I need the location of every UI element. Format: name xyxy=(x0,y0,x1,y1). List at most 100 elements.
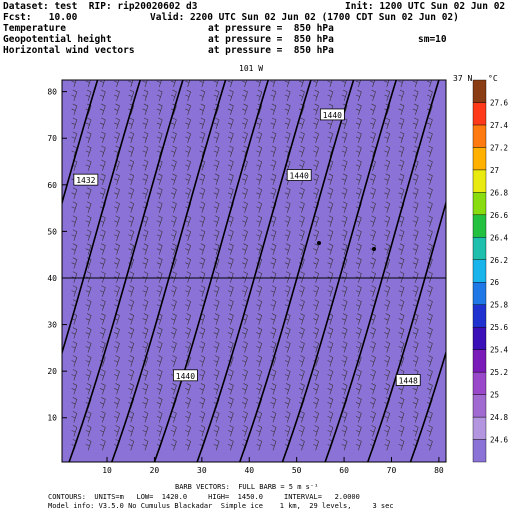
wind-barb xyxy=(313,89,319,102)
wind-barb xyxy=(99,285,106,297)
y-tick-label: 60 xyxy=(47,181,57,190)
wind-barb xyxy=(256,383,263,395)
wind-barb xyxy=(426,215,433,227)
wind-barb xyxy=(156,369,163,381)
wind-barb xyxy=(227,187,234,199)
wind-barb xyxy=(142,173,149,185)
wind-barb xyxy=(256,313,263,325)
wind-barb xyxy=(270,327,277,339)
wind-barb xyxy=(327,425,334,437)
wind-barb xyxy=(185,131,191,143)
wind-barb xyxy=(242,425,248,437)
wind-barb xyxy=(355,173,362,185)
wind-barb xyxy=(284,243,291,255)
colorbar-tick-label: 25.8 xyxy=(490,301,509,310)
wind-barb xyxy=(384,187,391,199)
wind-barb xyxy=(71,131,78,143)
wind-barb xyxy=(170,341,177,353)
wind-barb xyxy=(213,355,220,367)
wind-barb xyxy=(327,80,333,88)
wind-barb xyxy=(142,229,149,241)
wind-barb xyxy=(242,369,248,381)
wind-barb xyxy=(256,215,263,227)
wind-barb xyxy=(185,215,191,227)
wind-barb xyxy=(256,285,263,297)
wind-barb xyxy=(227,103,234,116)
wind-barb xyxy=(270,103,277,116)
wind-barb xyxy=(185,145,191,157)
wind-barb xyxy=(412,411,419,423)
wind-barb xyxy=(284,383,291,395)
wind-barb xyxy=(270,89,277,102)
colorbar-segment xyxy=(472,214,487,238)
wind-barb xyxy=(412,425,419,437)
wind-barb xyxy=(398,215,405,227)
wind-barb xyxy=(242,411,248,423)
wind-barb xyxy=(156,80,162,88)
wind-barb xyxy=(370,173,376,185)
wind-barb xyxy=(170,159,177,171)
wind-barb xyxy=(384,173,391,185)
wind-barb xyxy=(355,187,362,199)
wind-barb xyxy=(355,215,362,227)
wind-barb xyxy=(99,257,106,269)
wind-barb xyxy=(398,243,405,255)
wind-barb xyxy=(85,327,92,339)
wind-barb xyxy=(341,411,348,423)
wind-barb xyxy=(284,201,291,213)
wind-barb xyxy=(412,201,419,213)
wind-barb xyxy=(170,383,177,395)
wind-barb xyxy=(426,89,433,102)
wind-barb xyxy=(128,313,135,325)
wind-barb xyxy=(242,80,248,88)
wind-barb xyxy=(142,187,149,199)
wind-barb xyxy=(156,327,163,339)
wind-barb xyxy=(99,369,106,381)
wind-barb xyxy=(298,215,305,227)
wind-barb xyxy=(341,341,348,353)
wind-barb xyxy=(213,439,220,451)
wind-barb xyxy=(213,327,220,339)
wind-barb xyxy=(85,285,92,297)
colorbar-segment xyxy=(472,237,487,260)
wind-barb xyxy=(128,145,135,157)
colorbar-segment xyxy=(472,282,487,305)
height-contour xyxy=(196,80,312,462)
wind-barb xyxy=(284,131,291,143)
wind-barb xyxy=(398,80,404,88)
wind-barb xyxy=(71,397,78,409)
wind-barb xyxy=(384,131,391,143)
wind-barb xyxy=(270,80,276,88)
wind-barb xyxy=(199,243,206,255)
wind-barb xyxy=(142,411,149,423)
contour-legend: CONTOURS: UNITS=m LOW= 1420.0 HIGH= 1450… xyxy=(48,493,360,501)
wind-barb xyxy=(170,187,177,199)
colorbar-tick-label: 26.8 xyxy=(490,188,509,197)
wind-barb xyxy=(71,215,78,227)
wind-barb xyxy=(355,341,362,353)
wind-barb xyxy=(284,397,291,409)
wind-barb xyxy=(313,117,319,130)
wind-barb xyxy=(128,215,135,227)
colorbar-unit-label: °C xyxy=(488,74,498,83)
wind-barb xyxy=(71,327,78,339)
wind-barb xyxy=(384,299,391,311)
wind-barb xyxy=(128,369,135,381)
wind-barb xyxy=(199,173,206,185)
wind-barb xyxy=(398,159,405,171)
wind-barb xyxy=(313,383,319,395)
wind-barb xyxy=(185,397,191,409)
colorbar-tick-label: 26.2 xyxy=(490,256,508,265)
wind-barb xyxy=(298,411,305,423)
wind-barb xyxy=(128,89,135,102)
wind-barb xyxy=(213,159,220,171)
wind-barb xyxy=(185,383,191,395)
wind-barb xyxy=(128,425,135,437)
wind-barb xyxy=(412,355,419,367)
wind-barb xyxy=(398,257,405,269)
wind-barb xyxy=(242,187,248,199)
wind-barb xyxy=(412,187,419,199)
wind-barb xyxy=(256,173,263,185)
wind-barb xyxy=(199,103,206,116)
wind-barb xyxy=(398,173,405,185)
